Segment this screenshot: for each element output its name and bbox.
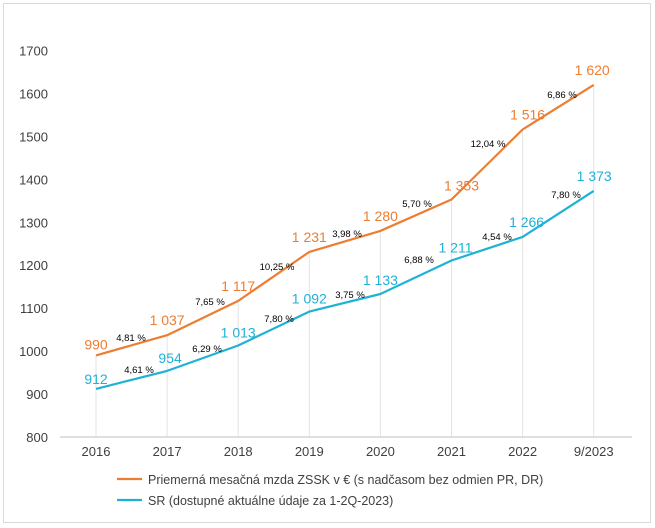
value-label-zssk: 1 280	[363, 208, 398, 224]
growth-label-zssk: 10,25 %	[260, 262, 295, 273]
chart-frame	[3, 3, 651, 523]
y-tick-label: 1600	[19, 86, 48, 101]
x-tick-label: 2019	[295, 444, 324, 459]
growth-label-zssk: 6,86 %	[547, 90, 577, 101]
growth-label-zssk: 3,98 %	[332, 229, 362, 240]
y-tick-label: 900	[26, 387, 48, 402]
legend-label-zssk: Priemerná mesačná mzda ZSSK v € (s nadča…	[148, 473, 543, 487]
data-labels: 990 1 037 1 117 1 231 1 280 1 353 1 516 1 620 91…	[84, 62, 612, 387]
x-tick-label: 2021	[437, 444, 466, 459]
growth-label-sr: 4,61 %	[124, 365, 154, 376]
value-label-zssk: 990	[84, 336, 108, 352]
growth-label-sr: 6,88 %	[404, 255, 434, 266]
x-tick-label: 2017	[153, 444, 182, 459]
value-label-sr: 912	[84, 371, 108, 387]
y-tick-label: 1700	[19, 44, 48, 59]
y-tick-label: 800	[26, 430, 48, 445]
y-tick-label: 1200	[19, 258, 48, 273]
growth-label-sr: 7,80 %	[551, 190, 581, 201]
value-label-zssk: 1 353	[444, 178, 479, 194]
value-label-zssk: 1 037	[150, 312, 185, 328]
drop-lines	[95, 84, 595, 437]
x-axis: 2016 2017 2018 2019 2020 2021 2022 9/2023	[60, 436, 632, 459]
growth-label-zssk: 12,04 %	[471, 139, 506, 150]
value-label-sr: 954	[158, 350, 182, 366]
y-tick-label: 1300	[19, 215, 48, 230]
value-label-zssk: 1 620	[575, 62, 610, 78]
value-label-sr: 1 373	[577, 168, 612, 184]
value-label-zssk: 1 231	[292, 229, 327, 245]
y-tick-label: 1100	[20, 301, 48, 316]
growth-label-sr: 4,54 %	[482, 232, 512, 243]
growth-label-sr: 6,29 %	[192, 344, 222, 355]
value-label-sr: 1 266	[509, 214, 544, 230]
series-line-zssk	[95, 83, 595, 357]
value-label-zssk: 1 117	[221, 278, 255, 294]
x-tick-label: 9/2023	[574, 444, 614, 459]
y-tick-label: 1500	[19, 129, 48, 144]
growth-label-sr: 3,75 %	[335, 290, 365, 301]
series-line-sr	[95, 189, 595, 390]
y-tick-label: 1400	[19, 172, 48, 187]
x-tick-label: 2022	[508, 444, 537, 459]
y-tick-label: 1000	[19, 344, 48, 359]
x-tick-label: 2016	[82, 444, 111, 459]
legend-label-sr: SR (dostupné aktuálne údaje za 1-2Q-2023…	[148, 494, 393, 508]
growth-label-zssk: 5,70 %	[402, 199, 432, 210]
growth-label-zssk: 4,81 %	[116, 333, 146, 344]
value-label-zssk: 1 516	[510, 107, 545, 123]
growth-label-zssk: 7,65 %	[195, 297, 225, 308]
value-label-sr: 1 211	[439, 239, 473, 255]
y-axis: 800 900 1000 1100 1200 1300 1400 1500 1600 1700	[19, 44, 48, 446]
value-label-sr: 1 133	[363, 272, 398, 288]
x-tick-label: 2018	[224, 444, 253, 459]
series-lines	[95, 83, 595, 390]
value-label-sr: 1 013	[221, 325, 256, 341]
x-tick-label: 2020	[366, 444, 395, 459]
legend: Priemerná mesačná mzda ZSSK v € (s nadča…	[117, 473, 543, 508]
growth-label-sr: 7,80 %	[264, 314, 294, 325]
value-label-sr: 1 092	[292, 291, 327, 307]
